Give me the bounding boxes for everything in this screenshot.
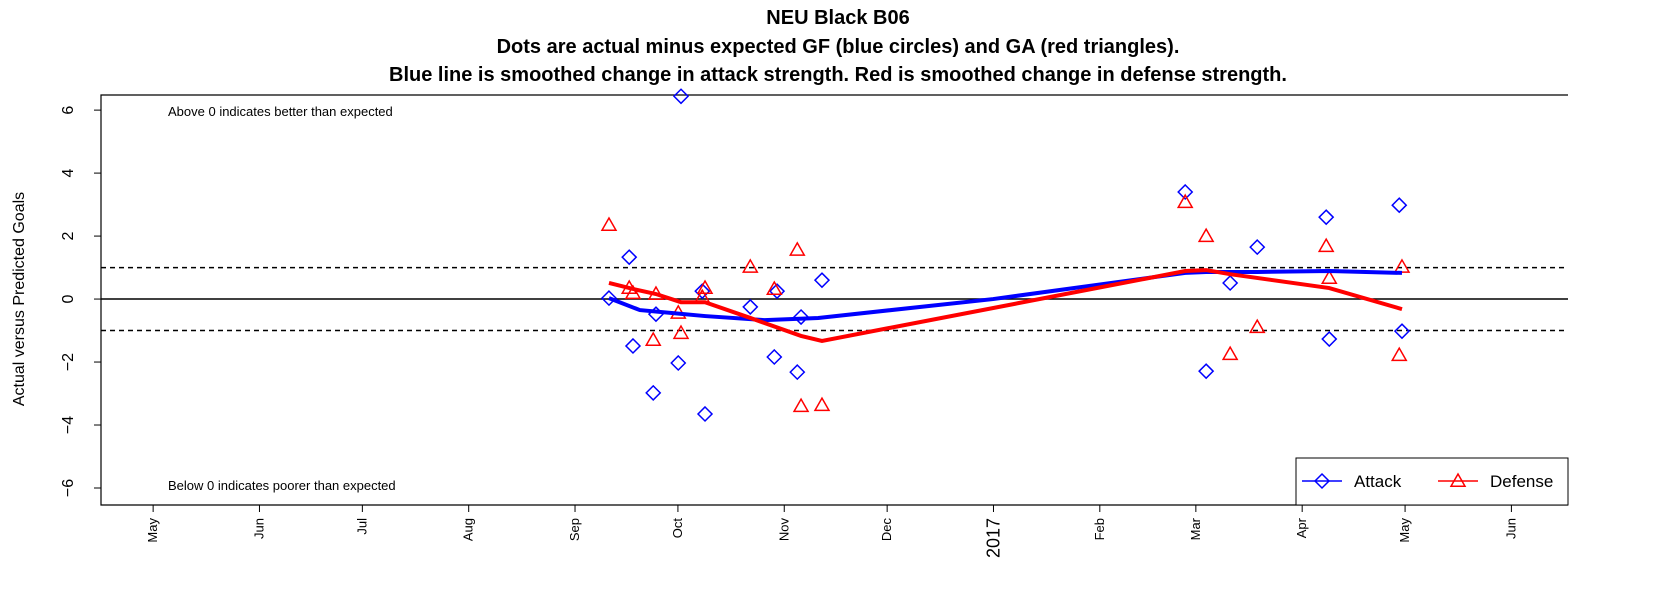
chart-title: NEU Black B06: [766, 7, 909, 29]
annotation: Above 0 indicates better than expected: [168, 104, 393, 119]
x-tick-label: Sep: [567, 518, 582, 541]
diamond-marker: [1321, 330, 1338, 348]
diamond-marker: [766, 348, 783, 366]
triangle-marker: [1393, 258, 1411, 273]
x-tick-label: Dec: [879, 518, 894, 542]
y-tick-label: 2: [60, 232, 77, 241]
diamond-marker: [621, 249, 638, 266]
diamond-marker: [1222, 274, 1239, 292]
y-tick-label: −6: [60, 479, 77, 497]
diamond-marker: [789, 364, 806, 381]
x-tick-label: Jul: [354, 518, 369, 535]
triangle-marker: [742, 258, 759, 273]
x-tick-label: Feb: [1092, 518, 1107, 540]
triangle-marker: [1176, 193, 1194, 209]
triangle-marker: [766, 280, 783, 295]
diamond-marker: [792, 308, 810, 326]
triangle-marker: [644, 331, 662, 346]
diamond-marker: [1313, 472, 1331, 490]
diamond-marker: [600, 290, 618, 307]
triangle-marker: [1449, 472, 1467, 487]
x-tick-label: Mar: [1188, 517, 1203, 540]
triangle-marker: [1390, 346, 1408, 362]
triangle-marker: [792, 397, 810, 413]
triangle-marker: [1197, 227, 1215, 243]
diamond-marker: [670, 354, 687, 372]
triangle-marker: [813, 396, 831, 412]
diamond-marker: [696, 405, 714, 423]
triangle-marker: [1317, 237, 1335, 253]
triangle-marker: [696, 279, 714, 295]
triangle-marker: [1221, 345, 1239, 361]
diamond-marker: [1198, 363, 1215, 380]
diamond-marker: [1249, 239, 1266, 256]
x-tick-label: Apr: [1294, 517, 1309, 538]
x-tick-label: Nov: [776, 518, 791, 542]
x-tick-label: Jun: [1503, 518, 1518, 539]
y-tick-label: 6: [60, 106, 77, 115]
triangle-marker: [788, 241, 806, 256]
diamond-marker: [645, 384, 662, 401]
diamond-marker: [694, 283, 711, 300]
triangle-marker: [1248, 318, 1266, 334]
diamond-marker: [1318, 209, 1335, 226]
y-tick-label: −4: [60, 416, 77, 434]
diamond-marker: [1177, 183, 1194, 201]
chart-subtitle: Dots are actual minus expected GF (blue …: [497, 36, 1180, 58]
diamond-marker: [1393, 323, 1411, 340]
axis-frame: [100, 94, 1568, 506]
x-tick-label: Oct: [670, 518, 685, 539]
diamond-marker: [768, 283, 786, 300]
y-tick-label: 4: [60, 169, 77, 178]
legend-label: Attack: [1354, 472, 1402, 491]
y-tick-label: 0: [60, 295, 77, 304]
x-tick-label: 2017: [983, 518, 1003, 558]
chart-subtitle: Blue line is smoothed change in attack s…: [389, 64, 1287, 86]
smoothed-line: [608, 269, 1403, 323]
diamond-marker: [1391, 197, 1408, 214]
x-tick-label: Jun: [251, 518, 266, 539]
triangle-marker: [600, 216, 618, 232]
y-tick-label: −2: [60, 353, 77, 371]
x-tick-label: Aug: [461, 518, 476, 541]
y-axis-label: Actual versus Predicted Goals: [11, 192, 28, 406]
triangle-marker: [624, 284, 642, 300]
diamond-marker: [624, 337, 642, 355]
x-tick-label: May: [1397, 518, 1412, 543]
diamond-marker: [672, 88, 690, 105]
smoothed-line: [608, 268, 1403, 343]
annotation: Below 0 indicates poorer than expected: [168, 478, 396, 493]
legend-label: Defense: [1490, 472, 1553, 491]
diamond-marker: [813, 272, 831, 289]
triangle-marker: [672, 324, 690, 340]
triangle-marker: [1320, 269, 1338, 284]
x-tick-label: May: [145, 518, 160, 543]
diamond-marker: [742, 298, 759, 315]
